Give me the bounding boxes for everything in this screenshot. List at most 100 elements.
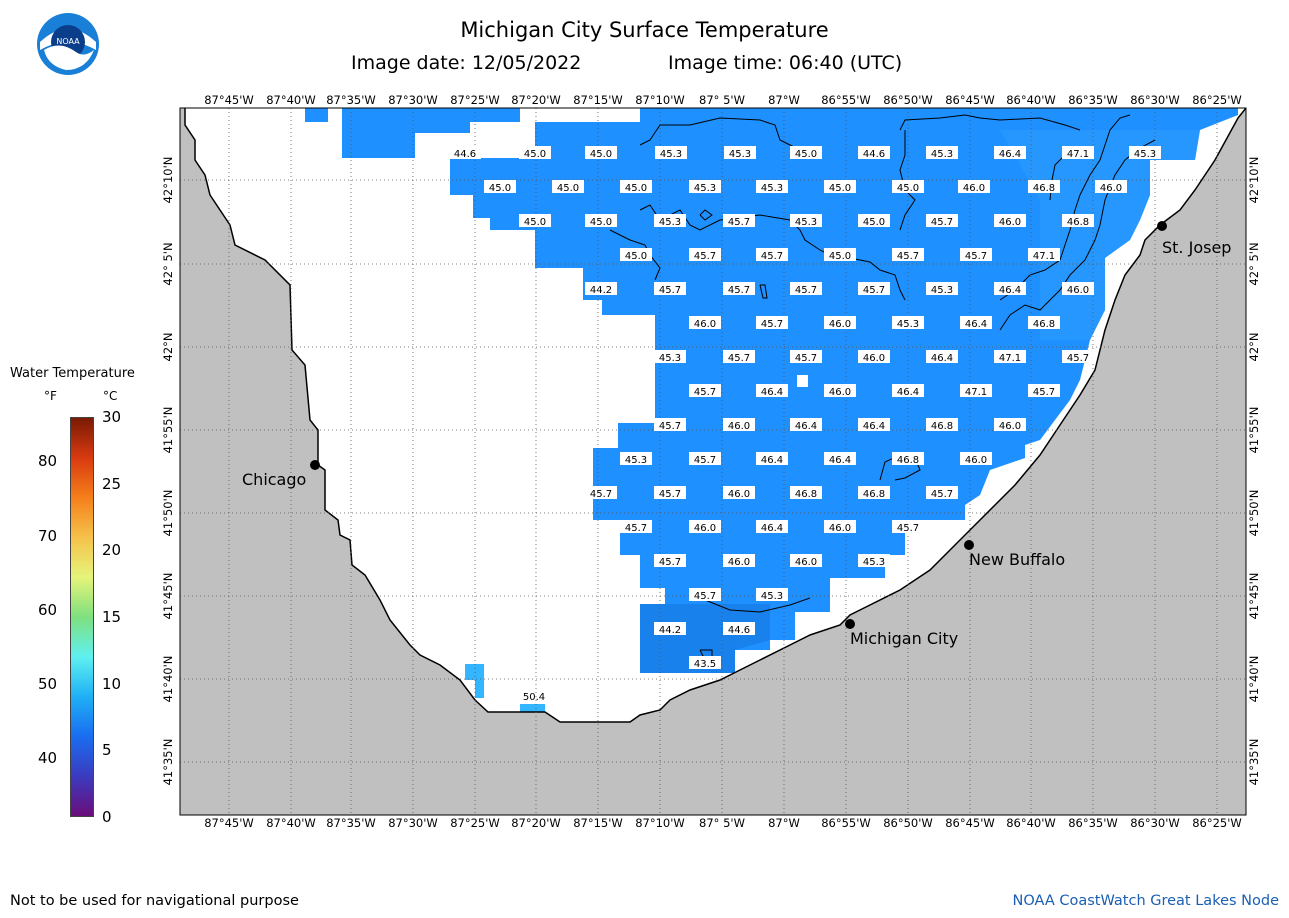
fahrenheit-tick: 60 (38, 600, 58, 619)
temperature-label: 45.3 (724, 146, 756, 160)
temperature-label: 46.0 (689, 316, 721, 330)
temperature-label: 44.6 (723, 622, 755, 636)
svg-text:45.0: 45.0 (795, 149, 817, 160)
longitude-label: 86°35'W (1068, 93, 1118, 107)
temperature-label: 45.0 (790, 146, 822, 160)
temperature-label: 45.7 (926, 486, 958, 500)
legend-fahrenheit-header: °F (44, 389, 57, 403)
svg-text:46.4: 46.4 (965, 319, 987, 330)
temperature-label: 45.7 (654, 282, 686, 296)
svg-text:46.8: 46.8 (1033, 183, 1055, 194)
temperature-label: 45.7 (689, 248, 721, 262)
isotherm-contours (180, 108, 1246, 815)
city-st-josep: St. Josep (1157, 221, 1231, 257)
longitude-label: 86°35'W (1068, 816, 1118, 830)
svg-text:46.0: 46.0 (1067, 285, 1089, 296)
city-new-buffalo: New Buffalo (964, 540, 1065, 569)
svg-text:45.3: 45.3 (694, 183, 716, 194)
svg-text:45.3: 45.3 (660, 149, 682, 160)
temperature-label: 45.7 (620, 520, 652, 534)
svg-text:45.7: 45.7 (694, 591, 716, 602)
latitude-label: 41°50'N (1247, 490, 1261, 537)
temperature-label: 46.0 (858, 350, 890, 364)
svg-text:45.3: 45.3 (1134, 149, 1156, 160)
svg-text:45.0: 45.0 (897, 183, 919, 194)
temperature-label: 45.7 (756, 316, 788, 330)
svg-text:46.0: 46.0 (728, 489, 750, 500)
svg-text:44.6: 44.6 (728, 625, 750, 636)
svg-text:45.7: 45.7 (659, 489, 681, 500)
temperature-label: 45.7 (756, 248, 788, 262)
temperature-label: 45.7 (654, 486, 686, 500)
celsius-tick: 10 (102, 674, 122, 693)
svg-text:45.3: 45.3 (659, 353, 681, 364)
legend-title: Water Temperature (10, 366, 135, 381)
temperature-label: 45.0 (824, 248, 856, 262)
svg-text:45.0: 45.0 (590, 217, 612, 228)
svg-text:46.8: 46.8 (1067, 217, 1089, 228)
temperature-label: 45.0 (519, 214, 551, 228)
svg-text:44.2: 44.2 (590, 285, 612, 296)
svg-text:45.7: 45.7 (728, 353, 750, 364)
temperature-label: 46.0 (994, 214, 1026, 228)
svg-text:46.8: 46.8 (1033, 319, 1055, 330)
temperature-label: 45.0 (620, 180, 652, 194)
svg-text:46.0: 46.0 (963, 183, 985, 194)
svg-text:44.6: 44.6 (454, 149, 476, 160)
map-title: Michigan City Surface Temperature (460, 18, 829, 42)
celsius-tick: 15 (102, 608, 122, 626)
longitude-label: 86°45'W (945, 816, 995, 830)
image-time: Image time: 06:40 (UTC) (668, 52, 903, 74)
temperature-label: 46.4 (756, 384, 788, 398)
svg-text:45.7: 45.7 (863, 285, 885, 296)
temperature-label: 44.2 (585, 282, 617, 296)
longitude-label: 87°W (768, 816, 800, 830)
longitude-label: 87°15'W (573, 93, 623, 107)
svg-text:Michigan City: Michigan City (850, 629, 958, 648)
temperature-label: 46.4 (994, 146, 1026, 160)
svg-text:45.7: 45.7 (965, 251, 987, 262)
longitude-label: 86°25'W (1192, 816, 1242, 830)
celsius-tick: 30 (102, 408, 122, 426)
temperature-label: 45.0 (552, 180, 584, 194)
svg-text:45.0: 45.0 (524, 217, 546, 228)
longitude-label: 86°30'W (1130, 93, 1180, 107)
temperature-label: 46.8 (1028, 316, 1060, 330)
svg-text:45.3: 45.3 (761, 183, 783, 194)
temperature-label: 45.0 (585, 214, 617, 228)
svg-text:46.0: 46.0 (999, 217, 1021, 228)
temperature-label: 45.3 (654, 214, 686, 228)
latitude-label: 41°35'N (1247, 739, 1261, 786)
svg-text:47.1: 47.1 (1033, 251, 1055, 262)
svg-text:45.7: 45.7 (659, 557, 681, 568)
svg-text:46.0: 46.0 (694, 319, 716, 330)
longitude-label: 87°W (768, 93, 800, 107)
svg-text:45.0: 45.0 (625, 251, 647, 262)
temperature-label: 45.0 (519, 146, 551, 160)
longitude-label: 86°40'W (1006, 93, 1056, 107)
temperature-label: 45.7 (926, 214, 958, 228)
celsius-tick: 25 (102, 474, 122, 493)
svg-text:46.0: 46.0 (728, 421, 750, 432)
svg-text:46.0: 46.0 (829, 523, 851, 534)
temperature-label: 46.8 (892, 452, 924, 466)
temperature-label: 45.7 (892, 248, 924, 262)
svg-text:46.4: 46.4 (999, 285, 1021, 296)
svg-text:46.8: 46.8 (795, 489, 817, 500)
temperature-label: 47.1 (1062, 146, 1094, 160)
temperature-label: 47.1 (994, 350, 1026, 364)
temperature-label: 45.3 (756, 180, 788, 194)
svg-text:45.7: 45.7 (659, 421, 681, 432)
latitude-label: 42°10'N (161, 157, 175, 204)
temperature-label: 45.3 (1129, 146, 1161, 160)
svg-text:45.0: 45.0 (829, 251, 851, 262)
svg-text:Chicago: Chicago (242, 470, 306, 489)
svg-text:46.0: 46.0 (829, 319, 851, 330)
temperature-label: 45.3 (655, 146, 687, 160)
svg-text:45.3: 45.3 (729, 149, 751, 160)
svg-text:47.1: 47.1 (965, 387, 987, 398)
temperature-label: 46.8 (790, 486, 822, 500)
temperature-label: 46.0 (790, 554, 822, 568)
longitude-label: 86°25'W (1192, 93, 1242, 107)
